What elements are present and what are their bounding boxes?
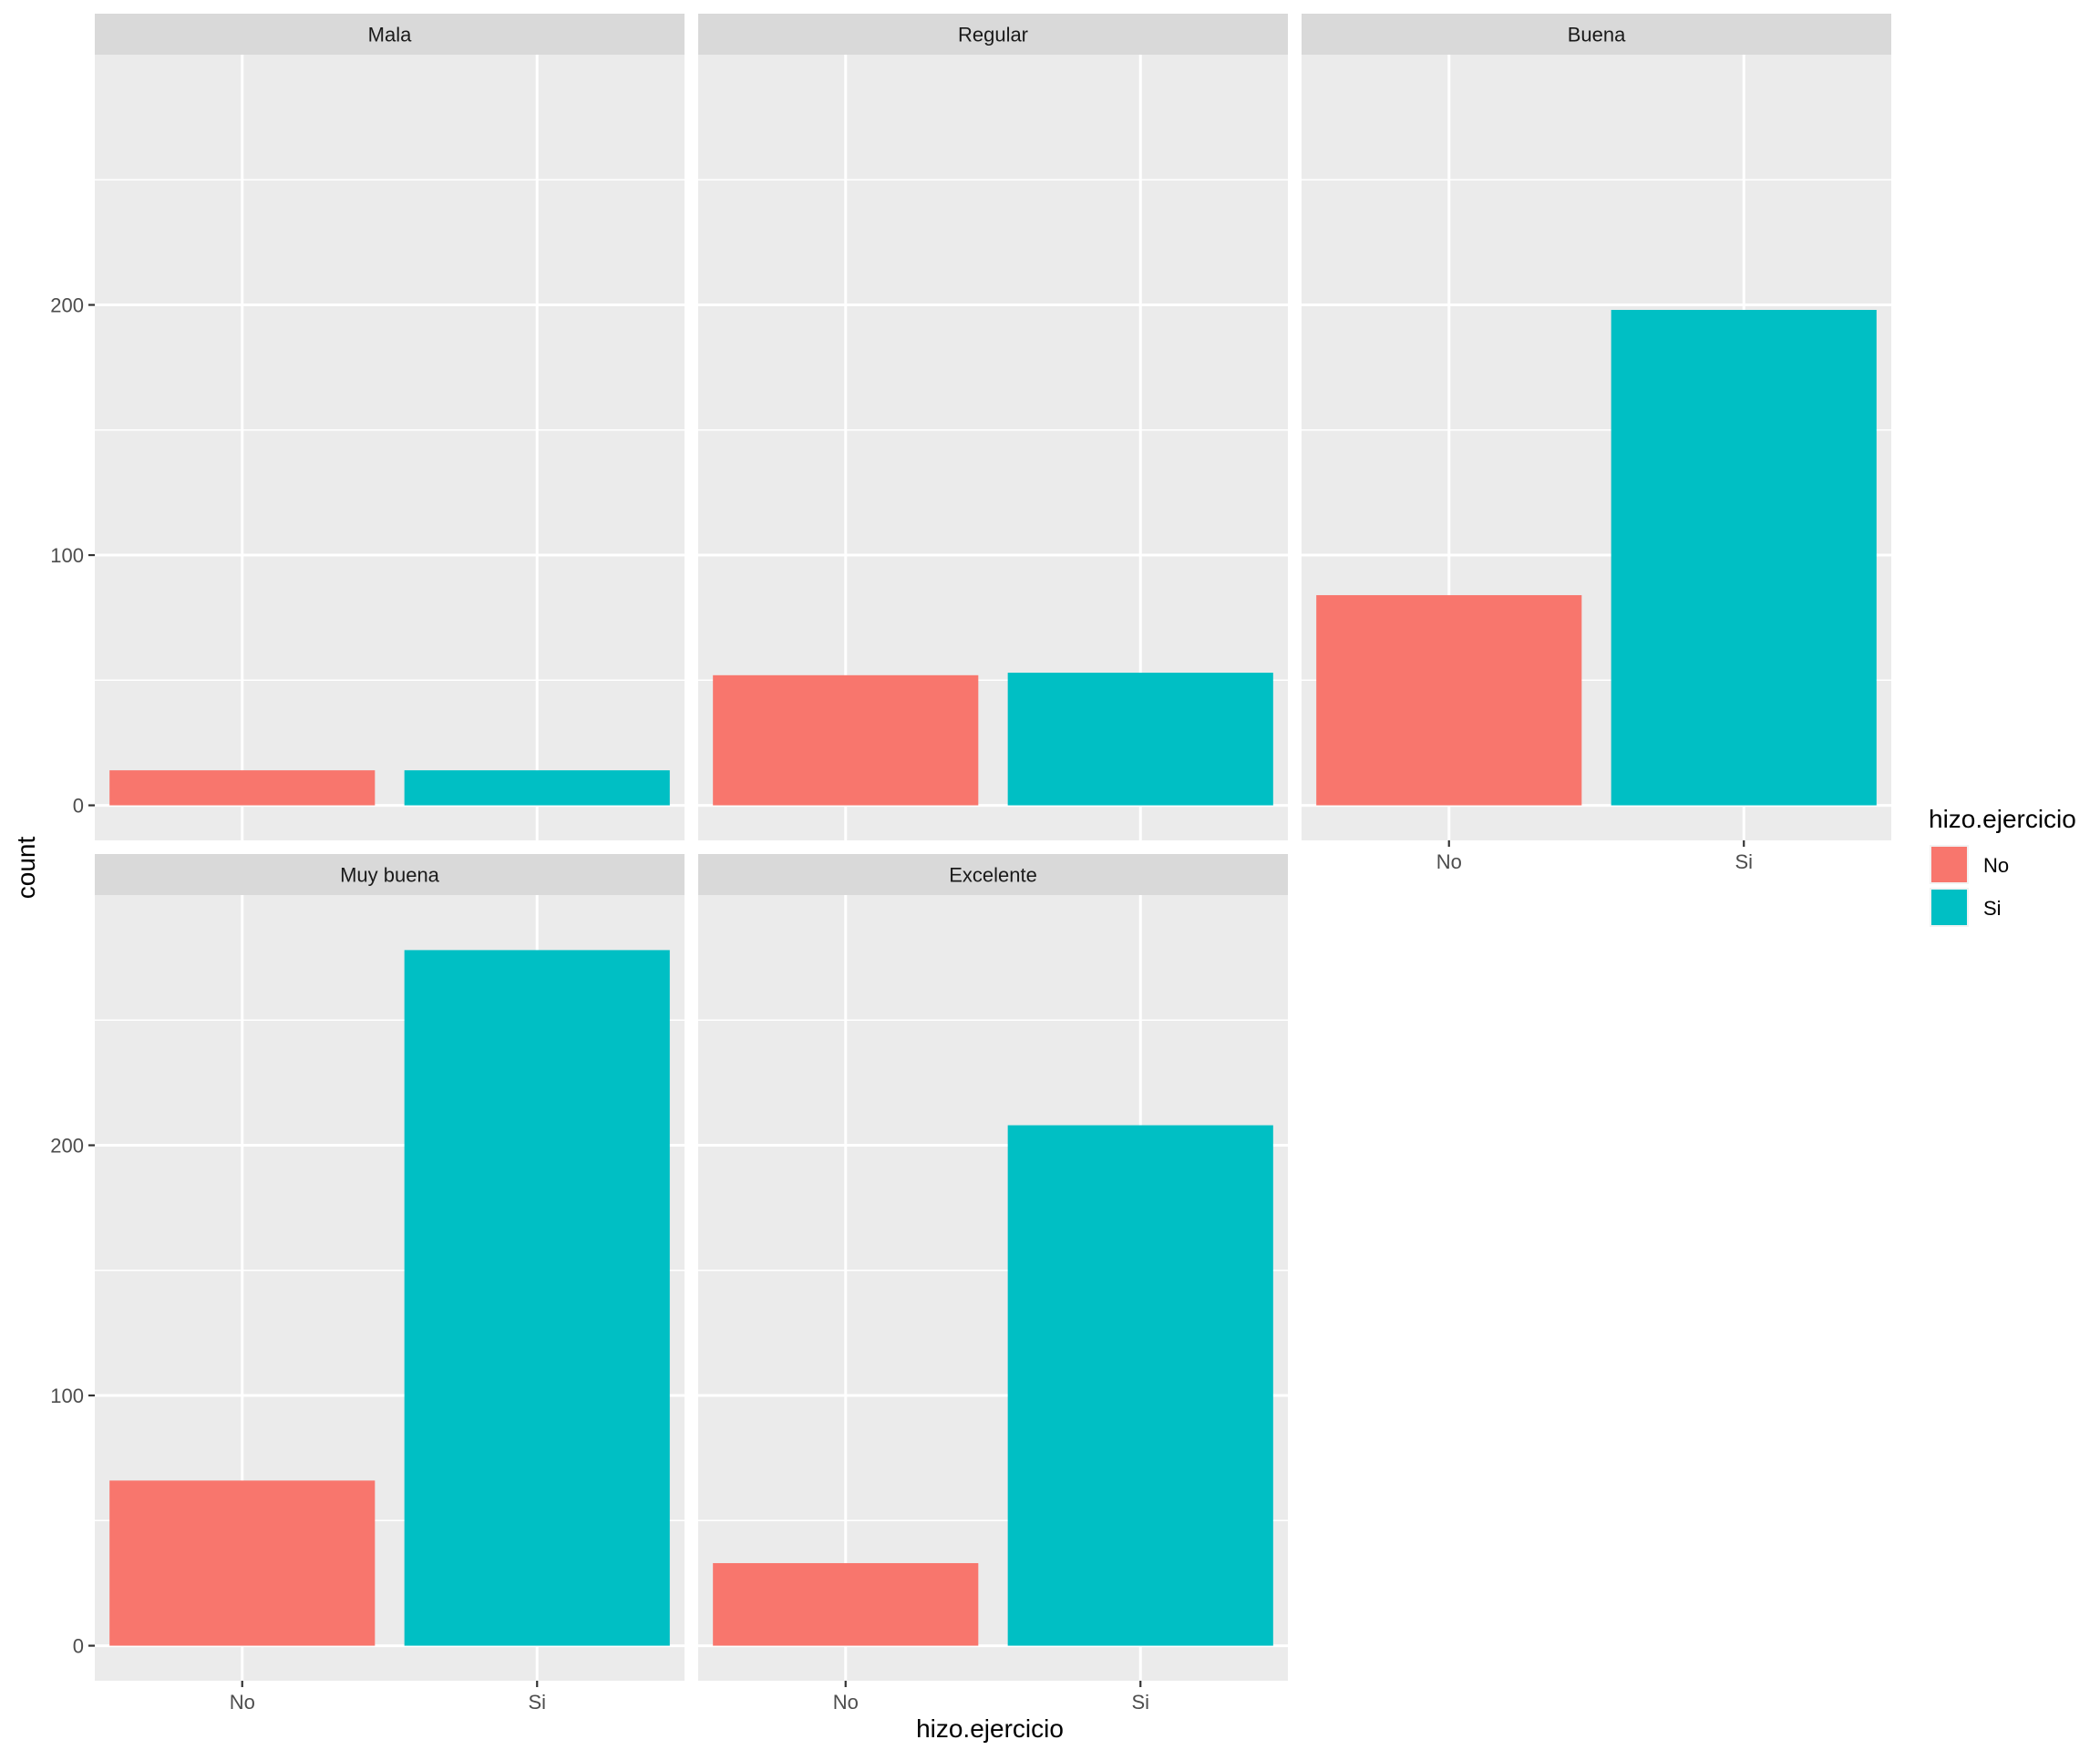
facet-strip-muy-buena [95, 854, 685, 895]
x-tick-label: No [230, 1691, 255, 1714]
facet-strip-buena [1302, 14, 1891, 55]
bar-regular-si [1007, 673, 1273, 806]
facet-label-excelente: Excelente [949, 864, 1037, 887]
y-tick-label: 100 [50, 1385, 84, 1407]
x-tick-label: No [1436, 850, 1462, 873]
facet-strip-regular [698, 14, 1288, 55]
x-tick-label: Si [1735, 850, 1753, 873]
bar-muy-buena-no [109, 1480, 376, 1646]
panel-background-mala [95, 55, 685, 840]
legend-title: hizo.ejercicio [1929, 805, 2076, 833]
x-tick-label: No [833, 1691, 859, 1714]
bar-mala-no [109, 770, 376, 806]
facet-panel-excelente: Excelente No Si [698, 854, 1288, 1714]
facet-panel-buena: Buena No Si [1302, 14, 1891, 873]
y-tick-label: 200 [50, 294, 84, 317]
facet-label-mala: Mala [368, 24, 412, 46]
facet-strip-mala [95, 14, 685, 55]
x-axis-title: hizo.ejercicio [916, 1714, 1064, 1743]
legend-label-si: Si [1983, 897, 2002, 920]
legend-swatch-no [1931, 847, 1967, 882]
x-tick-label: Si [528, 1691, 546, 1714]
legend-label-no: No [1983, 854, 2009, 877]
legend-swatch-si [1931, 890, 1967, 925]
y-axis-title: count [12, 837, 40, 900]
facet-panel-mala: Mala 0 100 200 [50, 14, 685, 840]
facet-panel-regular: Regular [698, 14, 1288, 840]
facet-label-buena: Buena [1568, 24, 1626, 46]
legend: hizo.ejercicio No Si [1929, 805, 2076, 927]
bar-buena-no [1316, 594, 1582, 806]
facet-panels: Mala 0 100 200 Regular Buena No Si Muy buena 0 100… [50, 14, 1891, 1714]
y-tick-label: 100 [50, 544, 84, 567]
bar-mala-si [404, 770, 670, 806]
facet-strip-excelente [698, 854, 1288, 895]
facet-panel-muy-buena: Muy buena 0 100 200 No Si [50, 854, 685, 1714]
x-tick-label: Si [1131, 1691, 1149, 1714]
bar-buena-si [1611, 310, 1877, 806]
y-tick-label: 0 [73, 1635, 84, 1658]
bar-regular-no [713, 674, 979, 806]
bar-muy-buena-si [404, 950, 670, 1646]
y-tick-label: 200 [50, 1135, 84, 1158]
facet-label-muy-buena: Muy buena [340, 864, 440, 887]
bar-excelente-no [713, 1562, 979, 1646]
bar-excelente-si [1007, 1125, 1273, 1646]
y-tick-label: 0 [73, 795, 84, 818]
facet-label-regular: Regular [958, 24, 1028, 46]
